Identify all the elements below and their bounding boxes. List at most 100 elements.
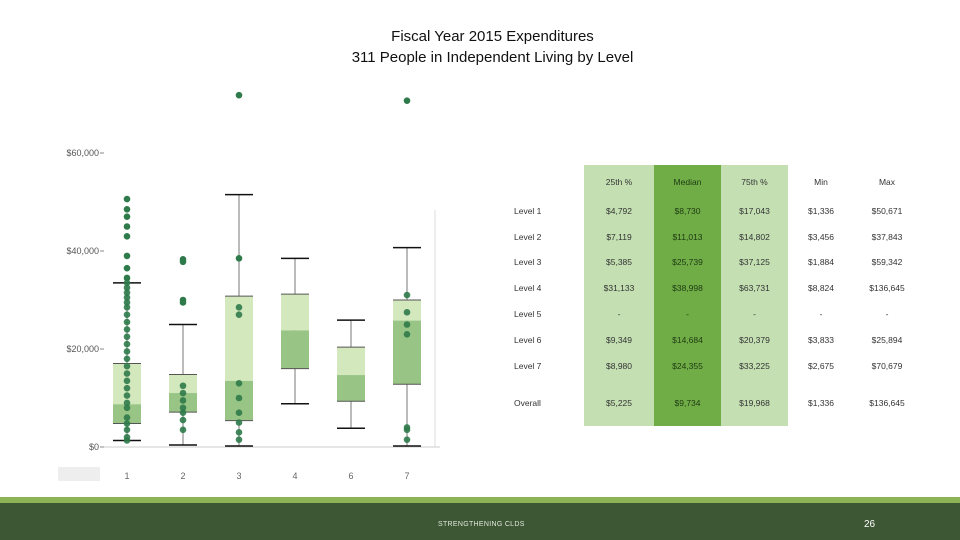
table-header-row: 25th % Median 75th % Min Max	[500, 165, 920, 198]
outlier-point	[123, 206, 131, 213]
page-number: 26	[864, 519, 876, 530]
table-corner-cell	[500, 165, 584, 198]
cell-25th: $4,792	[584, 198, 654, 224]
box-upper	[281, 294, 309, 331]
box-upper	[337, 347, 365, 376]
cell-75th: $63,731	[721, 275, 788, 301]
data-point	[403, 331, 411, 338]
data-point	[123, 340, 131, 348]
data-point	[123, 433, 131, 441]
data-point	[123, 414, 131, 421]
y-tick-label: $40,000	[66, 246, 99, 256]
cell-median: $9,734	[654, 379, 721, 426]
cell-25th: -	[584, 301, 654, 327]
cell-max: $70,679	[871, 361, 903, 371]
data-point	[123, 420, 131, 427]
table-row: Level 7 $8,980 $24,355 $33,225 $2,675 $7…	[500, 353, 920, 379]
row-label: Level 6	[514, 335, 542, 345]
stats-table: 25th % Median 75th % Min Max Level 1 $4,…	[500, 165, 920, 426]
cell-25th: $7,119	[584, 224, 654, 249]
data-point	[123, 284, 131, 292]
data-point	[179, 404, 187, 412]
data-point	[179, 382, 187, 390]
table-row: Level 6 $9,349 $14,684 $20,379 $3,833 $2…	[500, 327, 920, 353]
table-row: Level 2 $7,119 $11,013 $14,802 $3,456 $3…	[500, 224, 920, 249]
outlier-point	[235, 91, 243, 99]
cell-min: $3,833	[808, 335, 834, 345]
x-tick-label: 2	[180, 471, 185, 481]
x-tick-label: 6	[348, 471, 353, 481]
data-point	[179, 397, 187, 404]
data-point	[123, 355, 131, 363]
cell-75th: $37,125	[721, 249, 788, 275]
cell-75th: $19,968	[721, 379, 788, 426]
cell-median: $24,355	[654, 353, 721, 379]
outlier-point	[403, 97, 411, 104]
cell-median: $14,684	[654, 327, 721, 353]
x-tick-label: 4	[292, 471, 297, 481]
row-label: Level 7	[514, 361, 542, 371]
header-25th: 25th %	[584, 165, 654, 198]
box-lower	[393, 320, 421, 385]
data-point	[403, 436, 411, 443]
cell-75th: $33,225	[721, 353, 788, 379]
cell-min: $1,884	[808, 257, 834, 267]
data-point	[123, 326, 131, 333]
table-row: Level 5 - - - - -	[500, 301, 920, 327]
cell-75th: $20,379	[721, 327, 788, 353]
data-point	[123, 333, 131, 341]
row-label: Level 1	[514, 206, 542, 216]
outlier-point	[123, 252, 131, 260]
row-label: Level 2	[514, 231, 542, 242]
cell-max: $25,894	[871, 335, 903, 345]
slide-footer: STRENGTHENING CLDS 26	[0, 503, 960, 540]
data-point	[123, 392, 131, 399]
box-lower	[337, 375, 365, 402]
box-lower	[113, 404, 141, 424]
data-point	[235, 304, 243, 311]
cell-median: $25,739	[654, 249, 721, 275]
data-point	[403, 291, 411, 299]
title-line-1: Fiscal Year 2015 Expenditures	[391, 28, 594, 45]
data-point	[179, 389, 187, 397]
data-point	[123, 289, 131, 296]
outlier-point	[123, 233, 131, 240]
cell-max: $59,342	[871, 257, 903, 267]
data-point	[123, 399, 131, 407]
data-point	[123, 311, 131, 319]
x-tick-label: 1	[124, 471, 129, 481]
data-point	[235, 436, 243, 443]
cell-max: -	[885, 309, 889, 319]
outlier-point	[123, 264, 131, 272]
data-point	[235, 409, 243, 417]
data-point	[123, 362, 131, 370]
data-point	[235, 419, 243, 426]
data-point	[235, 380, 243, 387]
table-row: Level 1 $4,792 $8,730 $17,043 $1,336 $50…	[500, 198, 920, 224]
footer-accent-stripe	[0, 497, 960, 503]
table-row: Level 4 $31,133 $38,998 $63,731 $8,824 $…	[500, 275, 920, 301]
cell-median: -	[654, 301, 721, 327]
data-point	[403, 424, 411, 431]
x-tick-label: 7	[404, 471, 409, 481]
data-point	[179, 409, 187, 417]
data-point	[235, 311, 243, 319]
slide-title: Fiscal Year 2015 Expenditures 311 People…	[0, 26, 960, 68]
data-point	[123, 318, 131, 326]
footer-text: STRENGTHENING CLDS	[438, 521, 525, 528]
table-row: Overall $5,225 $9,734 $19,968 $1,336 $13…	[500, 379, 920, 426]
y-tick-label: $0	[89, 442, 99, 452]
data-point	[179, 426, 187, 434]
data-point	[123, 294, 131, 301]
cell-25th: $5,225	[584, 379, 654, 426]
cell-max: $136,645	[869, 397, 905, 408]
cell-max: $37,843	[871, 231, 903, 242]
header-median: Median	[654, 165, 721, 198]
outlier-point	[123, 195, 131, 203]
header-min: Min	[814, 176, 828, 187]
outlier-point	[235, 255, 243, 262]
data-point	[123, 377, 131, 385]
data-point	[235, 429, 243, 436]
cell-min: $1,336	[808, 397, 834, 408]
data-point	[123, 299, 131, 306]
